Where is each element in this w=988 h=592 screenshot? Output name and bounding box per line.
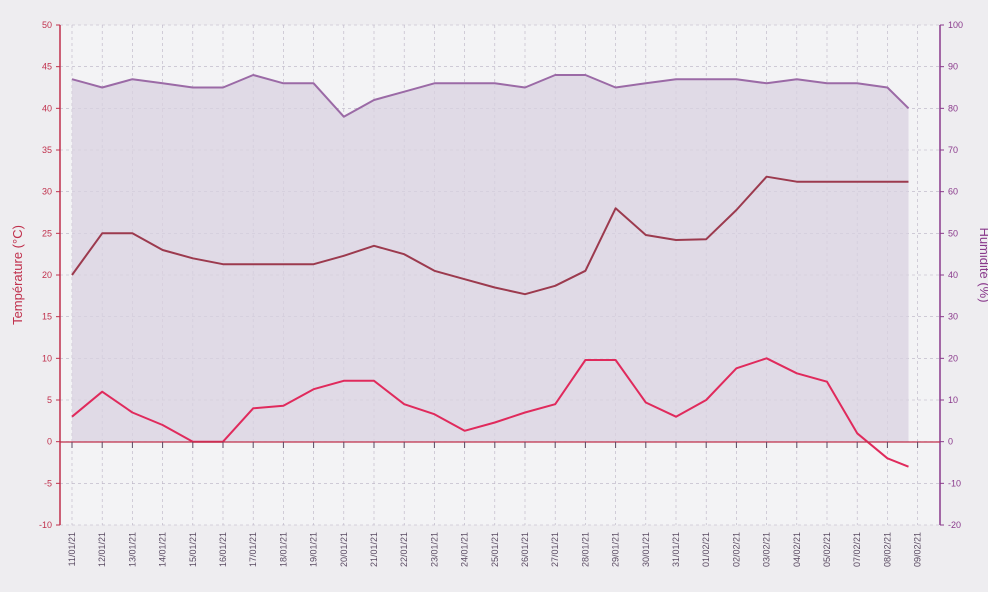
tick-labels: 50454035302520151050-5-10100908070605040…	[39, 20, 963, 567]
x-tick-label: 29/01/21	[611, 532, 621, 567]
y-tick-label: 40	[42, 103, 52, 113]
x-tick-label: 21/01/21	[369, 532, 379, 567]
x-tick-label: 30/01/21	[641, 532, 651, 567]
x-tick-label: 05/02/21	[822, 532, 832, 567]
series-layer	[71, 74, 910, 468]
y2-tick-label: -20	[948, 520, 961, 530]
y2-tick-label: 90	[948, 62, 958, 72]
y2-tick-label: 70	[948, 145, 958, 155]
y2-tick-label: 80	[948, 103, 958, 113]
y-tick-label: -10	[39, 520, 52, 530]
y2-tick-label: 20	[948, 353, 958, 363]
x-tick-label: 02/02/21	[731, 532, 741, 567]
x-tick-label: 01/02/21	[701, 532, 711, 567]
x-tick-label: 04/02/21	[792, 532, 802, 567]
x-tick-label: 19/01/21	[309, 532, 319, 567]
x-tick-label: 15/01/21	[188, 532, 198, 567]
x-tick-label: 27/01/21	[550, 532, 560, 567]
x-tick-label: 13/01/21	[127, 532, 137, 567]
y-tick-label: 15	[42, 312, 52, 322]
y-tick-label: 10	[42, 353, 52, 363]
y2-tick-label: 100	[948, 20, 963, 30]
x-tick-label: 07/02/21	[852, 532, 862, 567]
y-tick-label: 20	[42, 270, 52, 280]
series-0-line	[71, 74, 910, 118]
y-tick-label: 5	[47, 395, 52, 405]
x-tick-label: 26/01/21	[520, 532, 530, 567]
x-tick-label: 25/01/21	[490, 532, 500, 567]
y-tick-label: 50	[42, 20, 52, 30]
y-tick-label: 30	[42, 187, 52, 197]
x-tick-label: 03/02/21	[762, 532, 772, 567]
x-tick-label: 31/01/21	[671, 532, 681, 567]
y-tick-label: 25	[42, 228, 52, 238]
x-tick-label: 20/01/21	[339, 532, 349, 567]
x-tick-label: 23/01/21	[429, 532, 439, 567]
series-0-area	[72, 75, 909, 442]
y2-tick-label: 0	[948, 437, 953, 447]
y-axis-label: Température (°C)	[10, 225, 25, 325]
y2-tick-label: -10	[948, 478, 961, 488]
series-1-line	[71, 175, 909, 296]
y-tick-label: 35	[42, 145, 52, 155]
x-tick-label: 28/01/21	[580, 532, 590, 567]
x-tick-label: 22/01/21	[399, 532, 409, 567]
x-tick-label: 14/01/21	[158, 532, 168, 567]
y-tick-label: 0	[47, 437, 52, 447]
y-tick-label: 45	[42, 62, 52, 72]
y2-tick-label: 30	[948, 312, 958, 322]
x-tick-label: 09/02/21	[913, 532, 923, 567]
x-tick-label: 24/01/21	[460, 532, 470, 567]
x-tick-label: 08/02/21	[882, 532, 892, 567]
x-tick-label: 16/01/21	[218, 532, 228, 567]
x-tick-label: 12/01/21	[97, 532, 107, 567]
y2-tick-label: 50	[948, 228, 958, 238]
y2-axis-label: Humidité (%)	[977, 227, 988, 302]
x-tick-label: 18/01/21	[278, 532, 288, 567]
y2-tick-label: 10	[948, 395, 958, 405]
y-tick-label: -5	[44, 478, 52, 488]
x-tick-label: 11/01/21	[67, 532, 77, 566]
y2-tick-label: 60	[948, 187, 958, 197]
y2-tick-label: 40	[948, 270, 958, 280]
x-tick-label: 17/01/21	[248, 532, 258, 567]
